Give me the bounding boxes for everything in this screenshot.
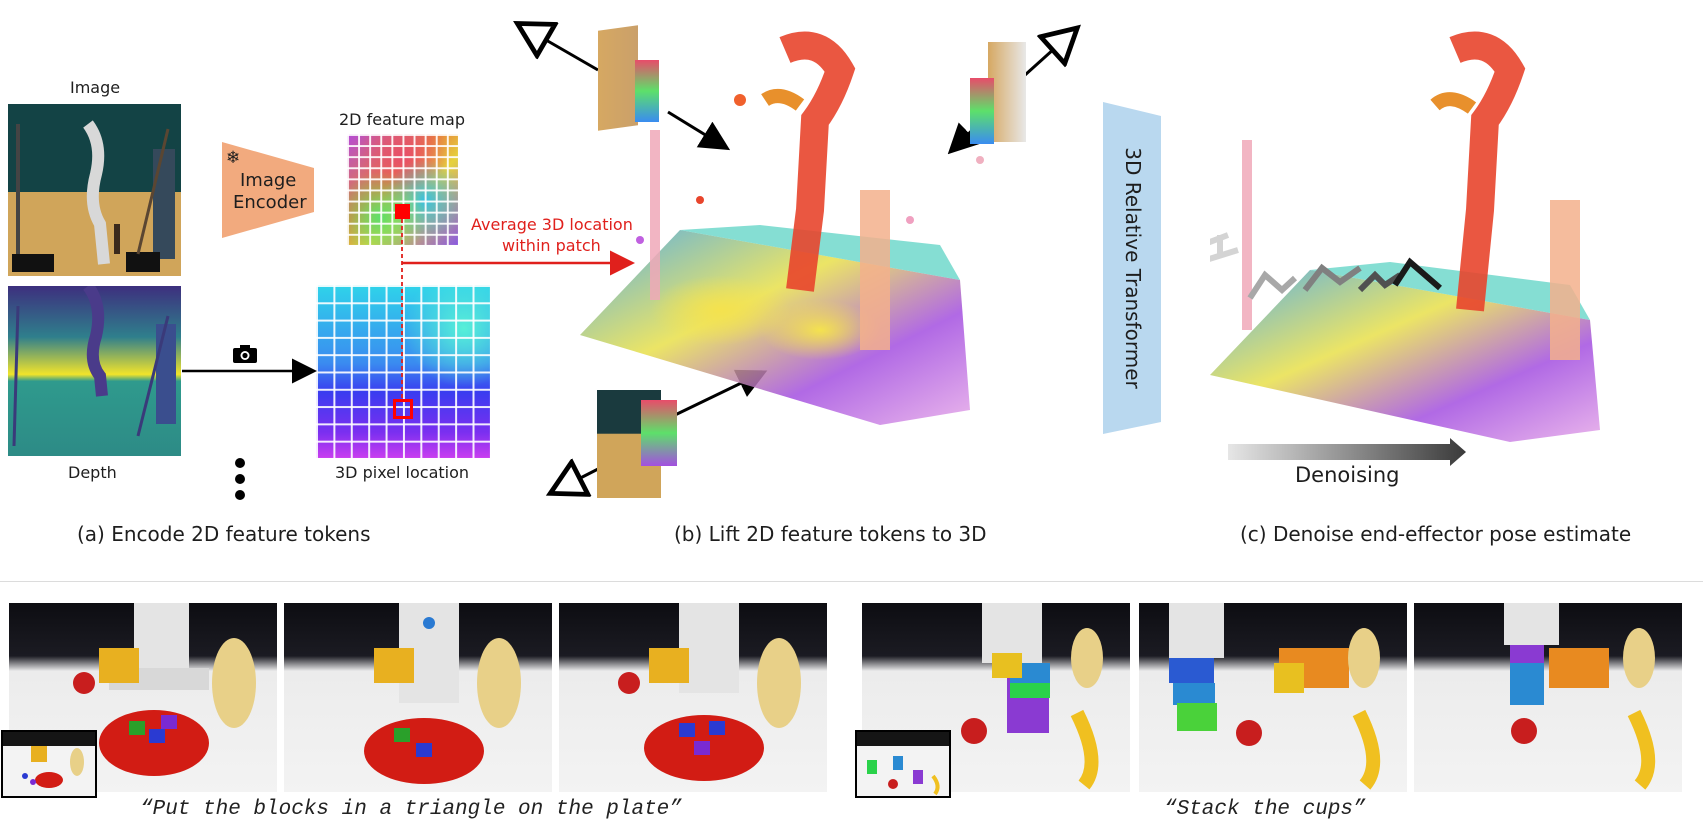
image-encoder-label-1: Image bbox=[240, 170, 297, 191]
image-encoder-block bbox=[222, 142, 314, 238]
caption-b: (b) Lift 2D feature tokens to 3D bbox=[674, 522, 987, 546]
average-location-label-2: within patch bbox=[502, 236, 601, 255]
task2-photo-3 bbox=[1414, 603, 1682, 792]
feature-patch-marker bbox=[395, 204, 410, 219]
transformer-label: 3D Relative Transformer bbox=[1121, 147, 1145, 389]
pixel-location-grid bbox=[316, 285, 490, 458]
pixel-patch-marker bbox=[393, 399, 413, 419]
camera-feature-thumb-3 bbox=[641, 400, 677, 466]
denoise-point-cloud bbox=[1210, 31, 1600, 442]
point-cloud-3d bbox=[580, 31, 984, 425]
more-views-ellipsis bbox=[235, 458, 245, 500]
image-encoder-label-2: Encoder bbox=[233, 192, 307, 213]
camera-feature-thumb-2 bbox=[970, 78, 994, 144]
camera-icon bbox=[233, 345, 257, 363]
section-divider bbox=[0, 581, 1703, 582]
task2-photo-2 bbox=[1139, 603, 1407, 792]
task1-instruction: “Put the blocks in a triangle on the pla… bbox=[140, 798, 682, 821]
task1-photo-3 bbox=[559, 603, 827, 792]
denoising-label: Denoising bbox=[1295, 463, 1400, 487]
caption-c: (c) Denoise end-effector pose estimate bbox=[1240, 522, 1632, 546]
average-location-label-1: Average 3D location bbox=[471, 215, 633, 234]
feature-map-label: 2D feature map bbox=[339, 110, 465, 129]
camera-view-thumb-2 bbox=[988, 42, 1026, 142]
camera-view-thumb-1 bbox=[598, 25, 638, 131]
task1-photo-2 bbox=[284, 603, 552, 792]
task2-instruction: “Stack the cups” bbox=[1164, 798, 1366, 821]
depth-image bbox=[8, 286, 181, 456]
caption-a: (a) Encode 2D feature tokens bbox=[77, 522, 371, 546]
relative-transformer-block bbox=[1103, 102, 1161, 434]
camera-feature-thumb-1 bbox=[635, 60, 659, 122]
snowflake-icon: ❄ bbox=[226, 148, 241, 168]
task1-inset-photo bbox=[1, 730, 97, 798]
feature-map-grid bbox=[347, 134, 458, 245]
rgb-image bbox=[8, 104, 181, 276]
pixel-location-label: 3D pixel location bbox=[335, 463, 470, 482]
task2-inset-photo bbox=[855, 730, 951, 798]
image-label: Image bbox=[70, 78, 121, 97]
depth-label: Depth bbox=[68, 463, 117, 482]
